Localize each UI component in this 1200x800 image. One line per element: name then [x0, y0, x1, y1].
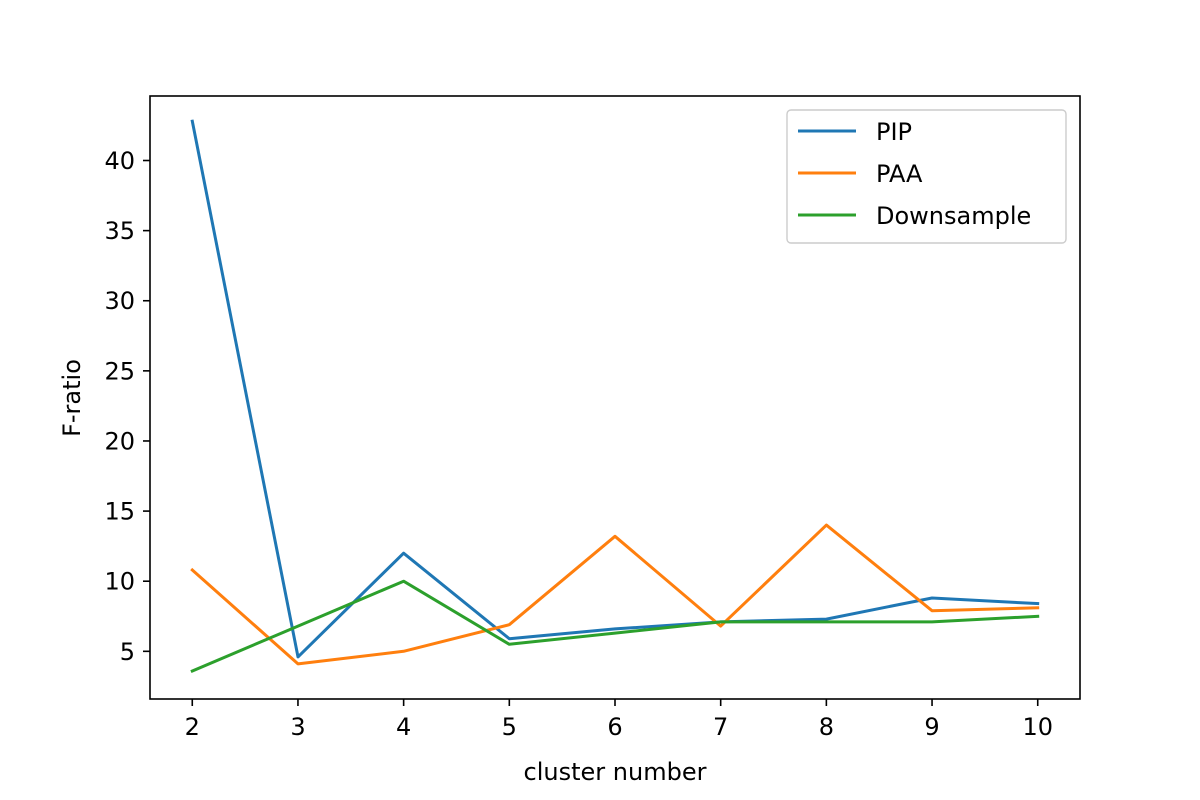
x-tick-label: 10 — [1022, 713, 1053, 741]
x-tick-label: 9 — [924, 713, 939, 741]
legend-label-paa: PAA — [876, 160, 923, 188]
x-axis-label: cluster number — [524, 758, 707, 786]
y-axis-ticks: 5 10 15 20 25 30 35 40 — [104, 147, 150, 666]
y-tick-label: 5 — [120, 638, 135, 666]
x-tick-label: 6 — [607, 713, 622, 741]
legend: PIP PAA Downsample — [786, 109, 1067, 244]
x-tick-label: 4 — [396, 713, 411, 741]
legend-label-pip: PIP — [876, 118, 912, 146]
x-tick-label: 5 — [502, 713, 517, 741]
y-tick-label: 20 — [104, 427, 135, 455]
y-tick-label: 35 — [104, 217, 135, 245]
legend-items: PIP PAA Downsample — [798, 118, 1031, 230]
y-tick-label: 25 — [104, 357, 135, 385]
series-line-pip — [190, 119, 1040, 659]
y-axis-label: F-ratio — [58, 359, 86, 437]
y-tick-label: 15 — [104, 498, 135, 526]
x-axis-ticks: 2 3 4 5 6 7 8 9 10 — [185, 699, 1053, 741]
y-tick-label: 30 — [104, 287, 135, 315]
x-tick-label: 8 — [819, 713, 834, 741]
x-tick-label: 2 — [185, 713, 200, 741]
series-line-downsample — [190, 579, 1040, 673]
series-line-paa — [190, 523, 1040, 666]
x-tick-label: 7 — [713, 713, 728, 741]
series-layer — [190, 119, 1040, 673]
legend-label-downsample: Downsample — [876, 202, 1031, 230]
y-tick-label: 40 — [104, 147, 135, 175]
x-tick-label: 3 — [290, 713, 305, 741]
y-tick-label: 10 — [104, 568, 135, 596]
legend-box — [786, 109, 1067, 244]
